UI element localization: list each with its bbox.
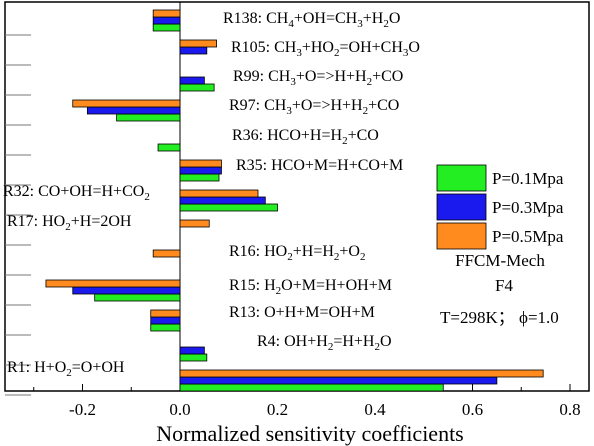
category-label-R17: R17: HO2+H=2OH	[7, 213, 132, 233]
legend-label: P=0.3Mpa	[492, 198, 564, 217]
bar-R15-1	[72, 286, 181, 295]
bar-R32-2	[179, 189, 259, 198]
category-label-R138: R138: CH4+OH=CH3+H2O	[223, 10, 400, 30]
bar-R1-1	[179, 376, 498, 385]
chart-annotations: FFCM-Mech F4 T=298K； ϕ=1.0	[440, 251, 559, 327]
category-label-R36: R36: HCO+H=H2+CO	[232, 127, 379, 147]
bar-R13-1	[150, 316, 181, 325]
category-label-R32: R32: CO+OH=H+CO2	[3, 183, 150, 203]
bar-R97-1	[86, 106, 181, 115]
bar-R1-0	[179, 383, 444, 392]
category-label-R99: R99: CH3+O=>H+H2+CO	[233, 68, 403, 88]
bar-R35-2	[179, 159, 222, 168]
bar-R97-0	[116, 113, 181, 122]
x-tick-label: -0.2	[69, 400, 96, 419]
category-label-R13: R13: O+H+M=OH+M	[229, 304, 375, 321]
x-axis-label: Normalized sensitivity coefficients	[156, 421, 464, 446]
bar-R36-0	[157, 143, 181, 152]
category-label-R105: R105: CH3+HO2=OH+CH3O	[231, 39, 420, 59]
x-tick-label: 0.6	[462, 400, 483, 419]
x-tick-label: 0.0	[169, 400, 190, 419]
bar-R35-0	[179, 173, 220, 182]
bar-R138-2	[152, 9, 181, 18]
bar-R15-2	[45, 279, 181, 288]
bar-R17-2	[179, 219, 210, 228]
bar-R32-1	[179, 196, 266, 205]
bar-R97-2	[72, 99, 181, 108]
category-label-R35: R35: HCO+M=H+CO+M	[236, 157, 403, 174]
category-label-R4: R4: OH+H2=H+H2O	[257, 333, 392, 353]
bar-R4-1	[179, 346, 205, 355]
bar-R138-1	[152, 16, 181, 25]
bar-R4-0	[179, 353, 208, 362]
bar-R13-0	[150, 323, 181, 332]
bar-R105-1	[179, 46, 208, 55]
bar-R99-0	[179, 83, 215, 92]
legend-label: P=0.5Mpa	[492, 227, 564, 246]
bar-R15-0	[94, 293, 181, 302]
x-tick-label: 0.2	[267, 400, 288, 419]
legend-swatch	[436, 164, 487, 192]
chart-legend: P=0.1Mpa P=0.3Mpa P=0.5Mpa	[436, 164, 564, 250]
x-tick-label: 0.4	[364, 400, 386, 419]
legend-swatch	[436, 222, 487, 250]
bar-R16-2	[152, 249, 181, 258]
bar-R35-1	[179, 166, 222, 175]
legend-swatch	[436, 193, 487, 221]
chart-bars	[45, 9, 544, 392]
category-label-R15: R15: H2O+M=H+OH+M	[229, 277, 392, 297]
bar-R32-0	[179, 203, 278, 212]
bar-R138-0	[152, 23, 181, 32]
bar-R1-2	[179, 369, 544, 378]
category-labels: R138: CH4+OH=CH3+H2O R105: CH3+HO2=OH+CH3…	[3, 10, 420, 379]
x-tick-label: 0.8	[559, 400, 580, 419]
category-label-R97: R97: CH3+O=>H+H2+CO	[229, 97, 399, 117]
bar-R99-1	[179, 76, 205, 85]
legend-label: P=0.1Mpa	[492, 169, 564, 188]
category-label-R16: R16: HO2+H=H2+O2	[229, 243, 365, 263]
annotation-text: FFCM-Mech	[455, 251, 545, 270]
category-label-R1: R1: H+O2=O+OH	[7, 359, 125, 379]
annotation-text: F4	[495, 276, 513, 295]
bar-R105-2	[179, 39, 217, 48]
annotation-text: T=298K； ϕ=1.0	[440, 308, 559, 327]
bar-R13-2	[150, 309, 181, 318]
